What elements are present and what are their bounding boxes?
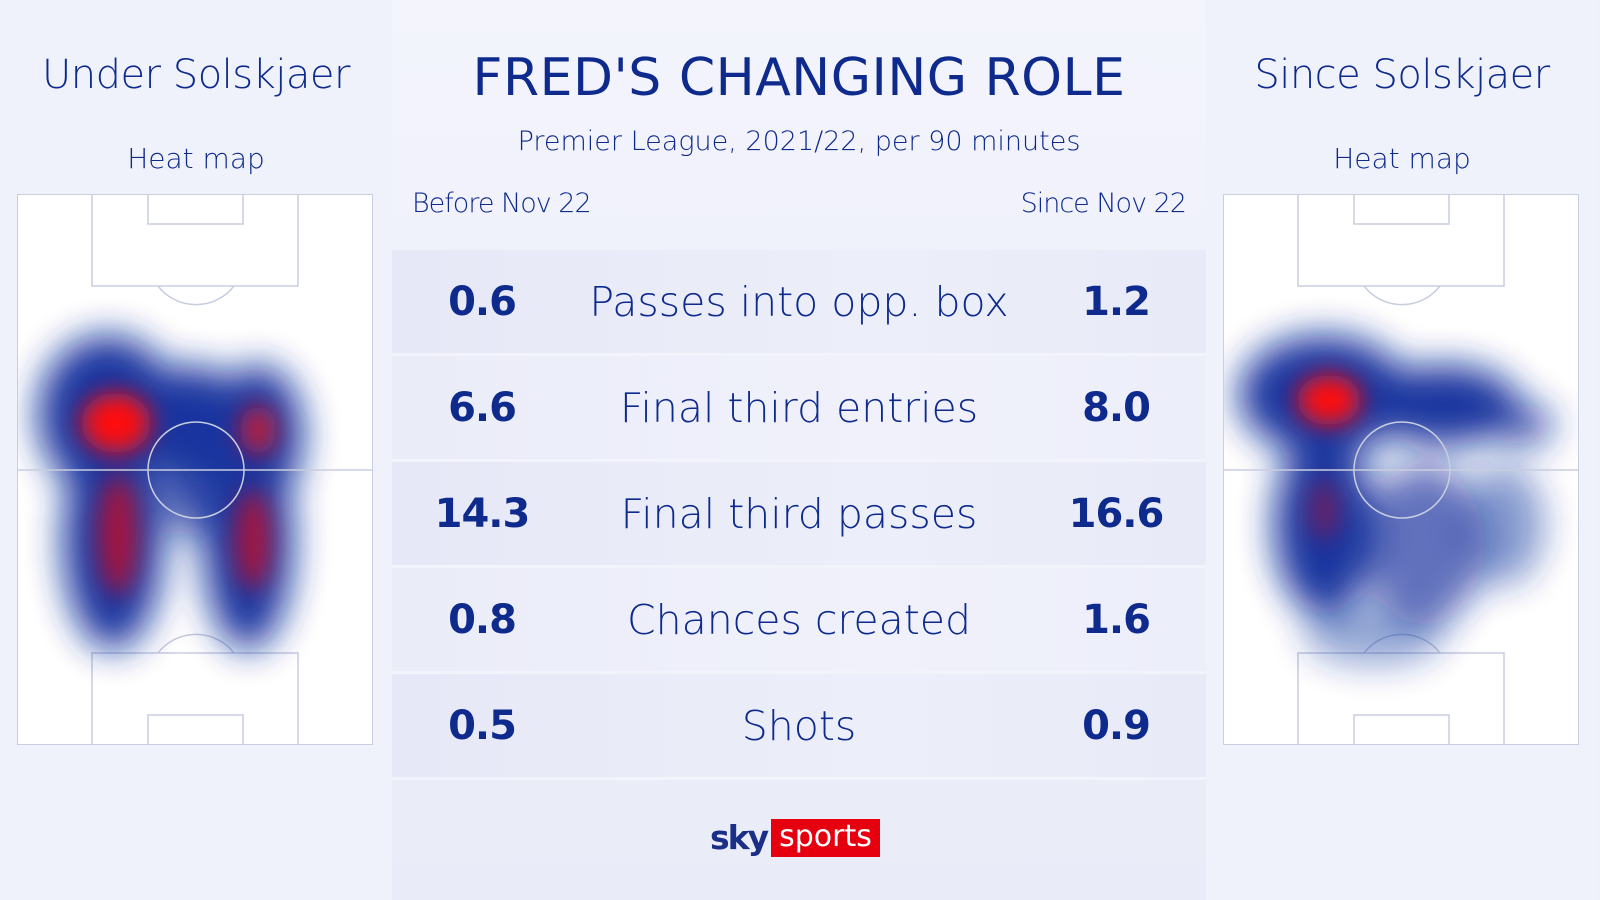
pitch-markings [91,195,299,744]
page-title: FRED'S CHANGING ROLE [472,48,1126,108]
stat-since: 1.2 [1082,278,1151,325]
stat-label: Final third passes [620,489,978,538]
stat-label: Chances created [626,595,972,644]
stat-row: 0.8 Chances created 1.6 [392,568,1206,674]
stat-before: 0.8 [448,596,517,643]
stat-label: Final third entries [619,383,979,432]
page-subtitle: Premier League, 2021/22, per 90 minutes [517,126,1081,157]
right-panel-subtitle: Heat map [1333,142,1471,175]
right-panel-title: Since Solskjaer [1254,52,1550,98]
column-header-before: Before Nov 22 [412,188,592,219]
stat-before: 6.6 [448,384,517,431]
heat-blob [1304,605,1444,665]
left-panel-title: Under Solskjaer [42,52,350,98]
stat-before: 0.5 [448,702,517,749]
stat-before: 0.6 [448,278,517,325]
logo-sky: sky [710,818,769,857]
heat-hotspot [235,490,271,590]
stat-row: 14.3 Final third passes 16.6 [392,462,1206,568]
stat-since: 1.6 [1082,596,1151,643]
right-panel: Since Solskjaer Heat map [1206,0,1598,900]
stat-label: Passes into opp. box [589,277,1009,326]
stats-panel: FRED'S CHANGING ROLE Premier League, 202… [392,0,1206,900]
heat-blob [163,455,223,535]
heat-hotspot [81,393,151,453]
stat-row: 0.5 Shots 0.9 [392,674,1206,780]
heat-blob [1364,465,1484,625]
stat-row: 0.6 Passes into opp. box 1.2 [392,250,1206,356]
stats-table: 0.6 Passes into opp. box 1.2 6.6 Final th… [392,250,1206,780]
sky-sports-logo: sky sports [710,818,880,857]
left-panel: Under Solskjaer Heat map [0,0,392,900]
heat-blob [1464,465,1544,585]
left-panel-subtitle: Heat map [127,142,265,175]
heat-hotspot [240,405,276,455]
heat-blob [1494,405,1554,445]
stat-label: Shots [741,701,857,750]
heat-hotspot [98,475,138,595]
heat-blob [1369,365,1519,445]
stat-since: 8.0 [1082,384,1151,431]
heat-hotspot [1309,480,1339,540]
heatmap-since [1223,194,1579,745]
stat-since: 0.9 [1082,702,1151,749]
heatmap-before [17,194,373,745]
column-header-since: Since Nov 22 [1020,188,1187,219]
heat-hotspot [1297,375,1361,425]
stat-since: 16.6 [1068,490,1165,537]
stat-row: 6.6 Final third entries 8.0 [392,356,1206,462]
logo-sports: sports [771,818,880,857]
stat-before: 14.3 [434,490,531,537]
